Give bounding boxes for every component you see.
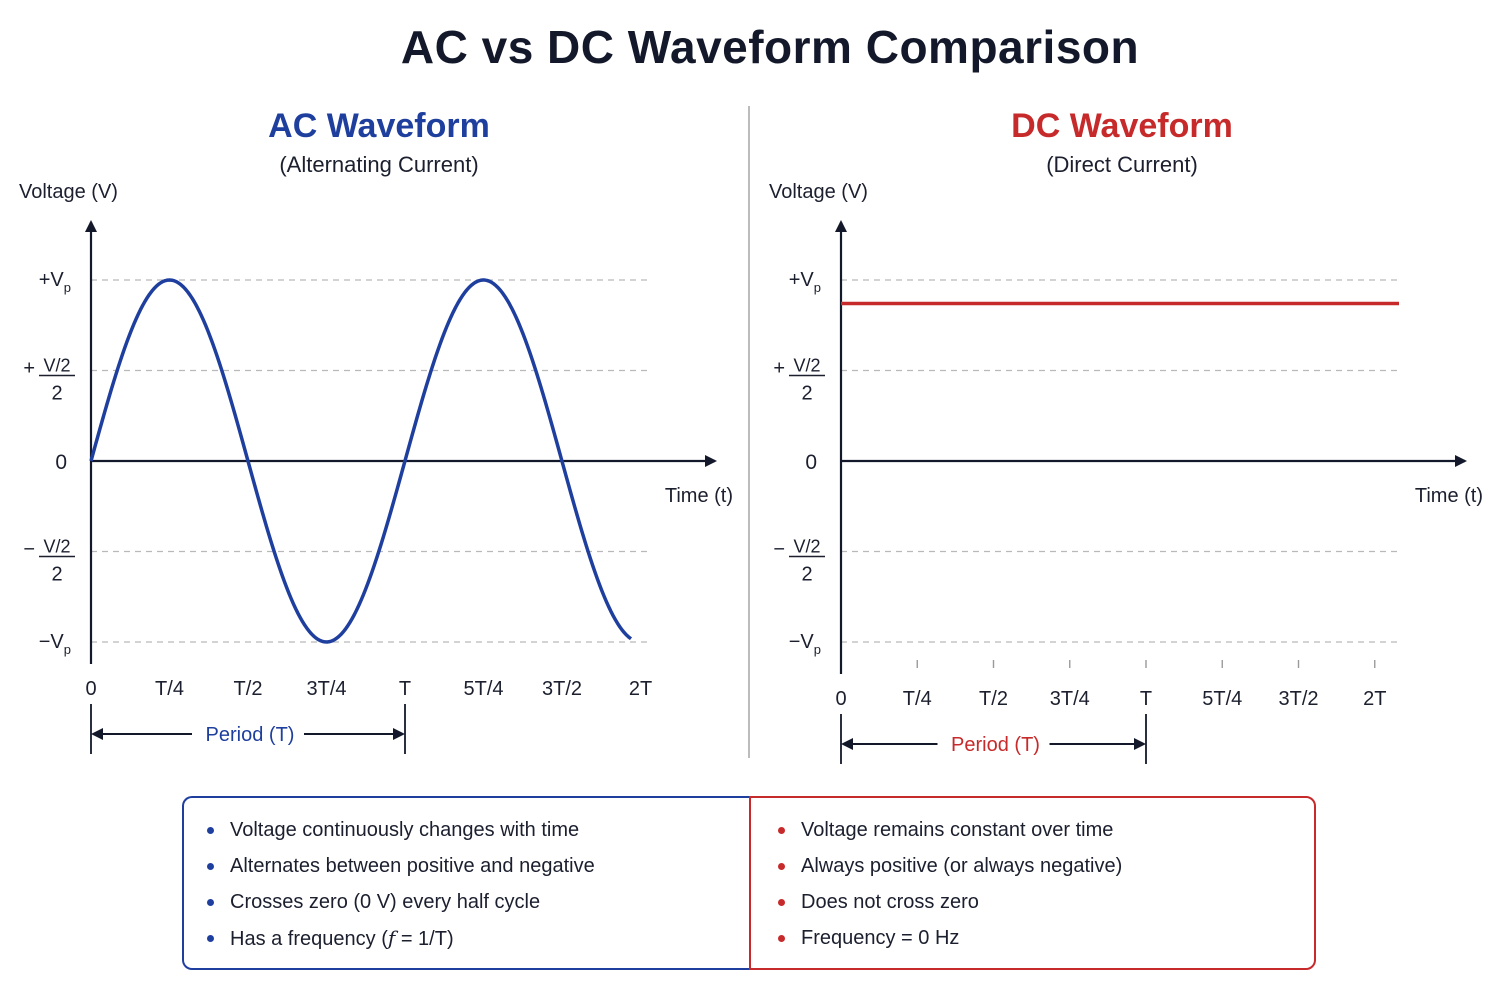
panel-title: DC Waveform bbox=[1011, 107, 1233, 145]
dc-properties-list: Voltage remains constant over time Alway… bbox=[777, 817, 1122, 961]
bullet-dot-icon bbox=[778, 899, 785, 906]
x-tick-label: 3T/2 bbox=[542, 678, 582, 700]
period-label: Period (T) bbox=[206, 724, 295, 746]
y-tick-label: 0 bbox=[55, 451, 67, 474]
dc-property-item: Voltage remains constant over time bbox=[777, 817, 1122, 853]
x-tick-label: 2T bbox=[1363, 688, 1386, 710]
bullet-dot-icon bbox=[207, 827, 214, 834]
y-tick-numerator: V/2 bbox=[43, 356, 70, 376]
x-tick-label: 3T/4 bbox=[306, 678, 346, 700]
x-axis-label: Time (t) bbox=[665, 485, 733, 507]
page-title: AC vs DC Waveform Comparison bbox=[400, 21, 1140, 73]
y-axis-label: Voltage (V) bbox=[19, 181, 118, 203]
y-tick-sign: − bbox=[23, 539, 35, 561]
x-tick-label: 3T/4 bbox=[1050, 688, 1090, 710]
frequency-symbol: f bbox=[387, 926, 396, 950]
y-tick-sign: + bbox=[23, 358, 35, 380]
y-tick-numerator: V/2 bbox=[793, 356, 820, 376]
y-tick-label: +Vp bbox=[789, 269, 821, 295]
period-label: Period (T) bbox=[951, 734, 1040, 756]
ac-property-item: Has a frequency (f = 1/T) bbox=[206, 925, 595, 961]
x-tick-label: T bbox=[1140, 688, 1152, 710]
bullet-dot-icon bbox=[207, 863, 214, 870]
ac-sine-wave bbox=[89, 278, 633, 644]
x-tick-label: T bbox=[399, 678, 411, 700]
y-tick-denominator: 2 bbox=[51, 383, 62, 405]
bullet-dot-icon bbox=[778, 827, 785, 834]
bullet-dot-icon bbox=[207, 935, 214, 942]
x-axis-label: Time (t) bbox=[1415, 485, 1483, 507]
y-tick-denominator: 2 bbox=[801, 564, 812, 586]
x-tick-label: 5T/4 bbox=[463, 678, 503, 700]
x-tick-label: T/4 bbox=[155, 678, 184, 700]
panel-subtitle: (Direct Current) bbox=[1046, 152, 1198, 177]
y-tick-numerator: V/2 bbox=[793, 537, 820, 557]
ac-property-item: Voltage continuously changes with time bbox=[206, 817, 595, 853]
y-axis-label: Voltage (V) bbox=[769, 181, 868, 203]
y-tick-denominator: 2 bbox=[51, 564, 62, 586]
bullet-dot-icon bbox=[778, 935, 785, 942]
ac-property-item: Crosses zero (0 V) every half cycle bbox=[206, 889, 595, 925]
y-tick-sign: + bbox=[773, 358, 785, 380]
ac-properties-list: Voltage continuously changes with time A… bbox=[206, 817, 595, 961]
y-tick-numerator: V/2 bbox=[43, 537, 70, 557]
x-tick-label: 2T bbox=[629, 678, 652, 700]
panel-title: AC Waveform bbox=[268, 107, 490, 145]
panel-subtitle: (Alternating Current) bbox=[279, 152, 478, 177]
ac-property-item: Alternates between positive and negative bbox=[206, 853, 595, 889]
comparison-legend: Voltage continuously changes with time A… bbox=[182, 796, 1316, 970]
y-tick-label: +Vp bbox=[39, 269, 71, 295]
dc-property-item: Always positive (or always negative) bbox=[777, 853, 1122, 889]
x-tick-label: 0 bbox=[85, 678, 96, 700]
y-tick-sign: − bbox=[773, 539, 785, 561]
x-tick-label: 3T/2 bbox=[1278, 688, 1318, 710]
dc-property-item: Frequency = 0 Hz bbox=[777, 925, 1122, 961]
x-tick-label: T/4 bbox=[903, 688, 932, 710]
bullet-dot-icon bbox=[778, 863, 785, 870]
x-tick-label: 5T/4 bbox=[1202, 688, 1242, 710]
y-tick-denominator: 2 bbox=[801, 383, 812, 405]
ac-properties-box: Voltage continuously changes with time A… bbox=[182, 796, 751, 970]
x-tick-label: 0 bbox=[835, 688, 846, 710]
bullet-dot-icon bbox=[207, 899, 214, 906]
ac-panel: AC Waveform (Alternating Current) Voltage … bbox=[19, 107, 733, 754]
x-tick-label: T/2 bbox=[979, 688, 1008, 710]
y-tick-label: 0 bbox=[805, 451, 817, 474]
x-tick-label: T/2 bbox=[234, 678, 263, 700]
y-tick-label: −Vp bbox=[39, 631, 71, 657]
dc-property-item: Does not cross zero bbox=[777, 889, 1122, 925]
dc-panel: DC Waveform (Direct Current) Voltage (V) Ti… bbox=[769, 107, 1483, 764]
y-tick-label: −Vp bbox=[789, 631, 821, 657]
dc-properties-box: Voltage remains constant over time Alway… bbox=[749, 796, 1316, 970]
